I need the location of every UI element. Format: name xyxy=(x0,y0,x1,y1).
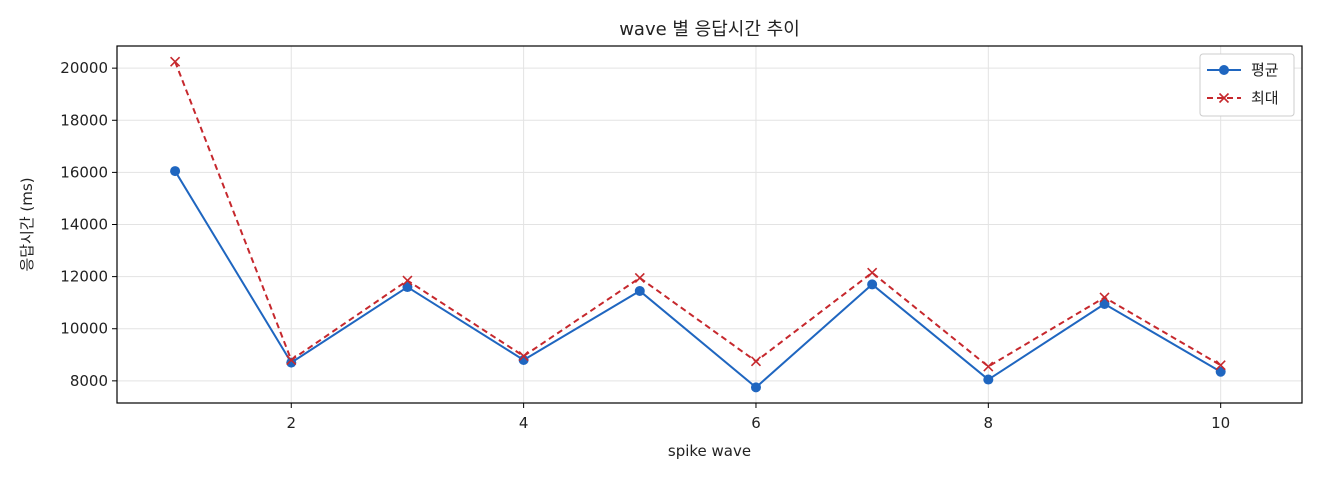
series-1-point xyxy=(867,279,878,290)
series-2-point xyxy=(170,56,181,67)
legend-item-2: 최대 xyxy=(1207,89,1279,107)
grid xyxy=(117,46,1302,403)
chart-title: wave 별 응답시간 추이 xyxy=(619,19,800,40)
series-2-point xyxy=(750,356,762,367)
series-1 xyxy=(170,166,1226,393)
legend-item-1: 평균 xyxy=(1207,61,1279,79)
series-2-point xyxy=(402,275,413,286)
y-tick-label: 10000 xyxy=(60,320,108,338)
y-tick-label: 16000 xyxy=(60,163,108,181)
legend-marker xyxy=(1219,65,1229,75)
y-axis-label: 응답시간 (ms) xyxy=(18,177,36,271)
series-1-point xyxy=(634,285,645,296)
series-2-point xyxy=(867,267,878,278)
series-1-point xyxy=(1099,298,1110,309)
x-tick-label: 4 xyxy=(519,414,529,432)
y-tick-label: 8000 xyxy=(70,372,108,390)
x-axis-label: spike wave xyxy=(668,442,751,460)
series-1-point xyxy=(1215,366,1226,377)
x-tick-label: 10 xyxy=(1211,414,1230,432)
y-tick-label: 20000 xyxy=(60,59,108,77)
series-1-point xyxy=(170,166,181,177)
series-2-point xyxy=(1099,292,1110,303)
series-1-point xyxy=(286,357,297,368)
series-1-line xyxy=(174,170,1222,389)
series-layer xyxy=(170,56,1226,393)
series-1-point xyxy=(983,374,994,385)
legend-box xyxy=(1199,53,1295,117)
series-1-point xyxy=(750,382,761,393)
legend-label: 최대 xyxy=(1251,89,1279,107)
x-tick-label: 6 xyxy=(751,414,761,432)
y-tick-label: 12000 xyxy=(60,268,108,286)
series-2-point xyxy=(634,272,645,283)
series-2-point xyxy=(286,354,297,366)
series-2 xyxy=(170,56,1226,372)
series-1-point xyxy=(402,282,413,293)
legend-marker xyxy=(1218,92,1230,104)
series-2-point xyxy=(518,351,529,362)
x-tick-label: 2 xyxy=(286,414,296,432)
ticks: 2 4 6 8 10 8000 10000 12000 14000 16000 18000 20000 xyxy=(60,59,1230,432)
legend-label: 평균 xyxy=(1251,61,1279,79)
x-tick-label: 8 xyxy=(984,414,994,432)
series-2-line xyxy=(174,61,1222,368)
series-2-point xyxy=(1215,360,1226,371)
y-tick-label: 18000 xyxy=(60,111,108,129)
y-tick-label: 14000 xyxy=(60,216,108,234)
series-2-point xyxy=(983,361,994,372)
